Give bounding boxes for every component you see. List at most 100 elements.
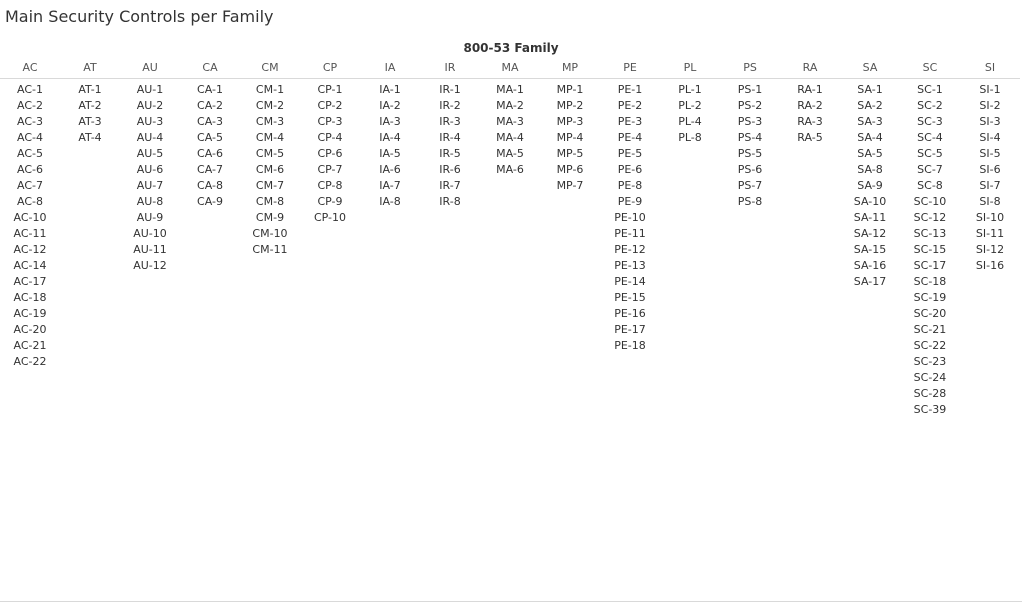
column-header-sa[interactable]: SA [862,61,878,74]
control-cell[interactable]: AC-21 [13,339,47,352]
control-cell[interactable]: CP-2 [317,99,343,112]
control-cell[interactable]: CM-5 [255,147,285,160]
control-cell[interactable]: AC-1 [17,83,43,96]
control-cell[interactable]: IA-6 [379,163,401,176]
control-cell[interactable]: SA-2 [857,99,883,112]
control-cell[interactable]: AC-17 [13,275,47,288]
control-cell[interactable]: IA-1 [379,83,401,96]
control-cell[interactable]: CA-7 [197,163,223,176]
column-header-ma[interactable]: MA [501,61,519,74]
control-cell[interactable]: PL-8 [678,131,702,144]
control-cell[interactable]: MA-1 [496,83,524,96]
column-header-ra[interactable]: RA [802,61,818,74]
control-cell[interactable]: MP-2 [556,99,584,112]
control-cell[interactable]: SC-21 [913,323,947,336]
control-cell[interactable]: AU-2 [136,99,164,112]
control-cell[interactable]: IR-7 [439,179,461,192]
control-cell[interactable]: CP-8 [317,179,343,192]
control-cell[interactable]: SC-13 [913,227,947,240]
control-cell[interactable]: PL-4 [678,115,702,128]
column-header-pe[interactable]: PE [623,61,637,74]
control-cell[interactable]: CA-3 [197,115,223,128]
control-cell[interactable]: RA-5 [797,131,823,144]
control-cell[interactable]: CP-10 [313,211,347,224]
control-cell[interactable]: PE-3 [617,115,643,128]
control-cell[interactable]: SA-17 [853,275,887,288]
control-cell[interactable]: AU-12 [133,259,167,272]
control-cell[interactable]: AU-9 [136,211,164,224]
control-cell[interactable]: PS-6 [737,163,763,176]
control-cell[interactable]: CM-10 [252,227,288,240]
control-cell[interactable]: IA-8 [379,195,401,208]
column-header-ir[interactable]: IR [444,61,456,74]
control-cell[interactable]: CM-7 [255,179,285,192]
column-header-si[interactable]: SI [984,61,996,74]
control-cell[interactable]: IR-2 [439,99,461,112]
column-header-at[interactable]: AT [83,61,97,74]
control-cell[interactable]: CP-7 [317,163,343,176]
control-cell[interactable]: CA-9 [197,195,223,208]
control-cell[interactable]: SI-10 [975,211,1005,224]
control-cell[interactable]: AC-18 [13,291,47,304]
control-cell[interactable]: IR-6 [439,163,461,176]
control-cell[interactable]: CA-2 [197,99,223,112]
control-cell[interactable]: SI-3 [979,115,1001,128]
control-cell[interactable]: SI-8 [979,195,1001,208]
control-cell[interactable]: AC-14 [13,259,47,272]
control-cell[interactable]: AC-5 [17,147,43,160]
control-cell[interactable]: SC-3 [917,115,943,128]
control-cell[interactable]: IA-5 [379,147,401,160]
control-cell[interactable]: SA-8 [857,163,883,176]
control-cell[interactable]: SC-24 [913,371,947,384]
control-cell[interactable]: AT-3 [78,115,102,128]
control-cell[interactable]: SI-1 [979,83,1001,96]
column-header-ia[interactable]: IA [384,61,396,74]
control-cell[interactable]: CM-3 [255,115,285,128]
control-cell[interactable]: SI-6 [979,163,1001,176]
column-header-sc[interactable]: SC [922,61,938,74]
control-cell[interactable]: AC-4 [17,131,43,144]
control-cell[interactable]: PS-8 [737,195,763,208]
control-cell[interactable]: AU-7 [136,179,164,192]
control-cell[interactable]: AC-22 [13,355,47,368]
control-cell[interactable]: PL-1 [678,83,702,96]
control-cell[interactable]: CM-1 [255,83,285,96]
control-cell[interactable]: SA-1 [857,83,883,96]
control-cell[interactable]: PS-2 [737,99,763,112]
control-cell[interactable]: IA-2 [379,99,401,112]
control-cell[interactable]: SC-28 [913,387,947,400]
control-cell[interactable]: AU-10 [133,227,167,240]
control-cell[interactable]: SC-2 [917,99,943,112]
column-header-ac[interactable]: AC [22,61,38,74]
control-cell[interactable]: AC-12 [13,243,47,256]
control-cell[interactable]: AT-2 [78,99,102,112]
control-cell[interactable]: AC-19 [13,307,47,320]
control-cell[interactable]: MA-6 [496,163,524,176]
control-cell[interactable]: SC-15 [913,243,947,256]
control-cell[interactable]: CP-1 [317,83,343,96]
control-cell[interactable]: CM-4 [255,131,285,144]
control-cell[interactable]: SC-1 [917,83,943,96]
control-cell[interactable]: CM-6 [255,163,285,176]
control-cell[interactable]: AC-3 [17,115,43,128]
control-cell[interactable]: MP-7 [556,179,584,192]
control-cell[interactable]: MP-6 [556,163,584,176]
control-cell[interactable]: PE-12 [614,243,646,256]
control-cell[interactable]: SI-7 [979,179,1001,192]
control-cell[interactable]: PL-2 [678,99,702,112]
control-cell[interactable]: SI-12 [975,243,1005,256]
control-cell[interactable]: CM-9 [255,211,285,224]
control-cell[interactable]: PE-10 [614,211,646,224]
control-cell[interactable]: SI-16 [975,259,1005,272]
control-cell[interactable]: SC-20 [913,307,947,320]
control-cell[interactable]: SC-18 [913,275,947,288]
control-cell[interactable]: PE-16 [614,307,646,320]
control-cell[interactable]: AU-11 [133,243,167,256]
control-cell[interactable]: CP-9 [317,195,343,208]
control-cell[interactable]: PE-9 [617,195,643,208]
control-cell[interactable]: SA-9 [857,179,883,192]
control-cell[interactable]: PE-8 [617,179,643,192]
control-cell[interactable]: CP-3 [317,115,343,128]
column-header-mp[interactable]: MP [561,61,579,74]
control-cell[interactable]: SC-8 [917,179,943,192]
